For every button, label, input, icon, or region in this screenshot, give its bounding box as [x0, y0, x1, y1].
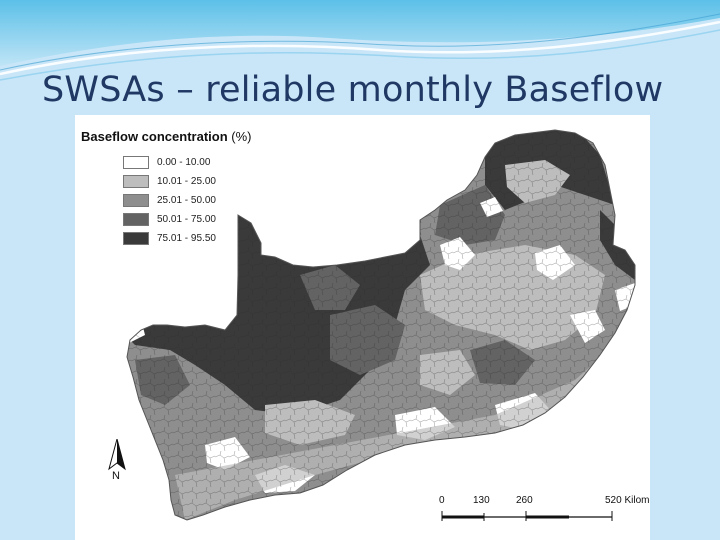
legend-swatch [123, 175, 149, 188]
scale-tick-label: 260 [516, 495, 533, 506]
scale-tick-label: 130 [473, 495, 490, 506]
legend-swatch [123, 194, 149, 207]
legend-label: 75.01 - 95.50 [157, 233, 216, 244]
header-wave-decoration [0, 0, 720, 81]
legend-label: 25.01 - 50.00 [157, 195, 216, 206]
north-label: N [112, 470, 120, 482]
legend-swatch [123, 156, 149, 169]
legend-swatch [123, 213, 149, 226]
legend-title-text: Baseflow concentration [81, 129, 228, 144]
slide-title: SWSAs – reliable monthly Baseflow [42, 70, 664, 110]
scale-end-label: 520 Kilometers [605, 495, 650, 506]
legend-item: 10.01 - 25.00 [123, 172, 216, 191]
legend-swatch [123, 232, 149, 245]
legend-item: 25.01 - 50.00 [123, 191, 216, 210]
legend-item: 0.00 - 10.00 [123, 153, 216, 172]
legend: 0.00 - 10.00 10.01 - 25.00 25.01 - 50.00… [123, 153, 216, 248]
legend-label: 0.00 - 10.00 [157, 157, 211, 168]
north-arrow-icon [108, 439, 126, 471]
legend-title: Baseflow concentration (%) [81, 129, 251, 144]
legend-item: 50.01 - 75.00 [123, 210, 216, 229]
scale-tick-label: 0 [439, 495, 445, 506]
legend-label: 50.01 - 75.00 [157, 214, 216, 225]
legend-item: 75.01 - 95.50 [123, 229, 216, 248]
scale-bar [441, 511, 613, 521]
legend-unit: (%) [231, 129, 252, 144]
south-africa-baseflow-map [126, 129, 636, 521]
baseflow-map-figure: Baseflow concentration (%) 0.00 - 10.00 … [75, 115, 650, 540]
legend-label: 10.01 - 25.00 [157, 176, 216, 187]
